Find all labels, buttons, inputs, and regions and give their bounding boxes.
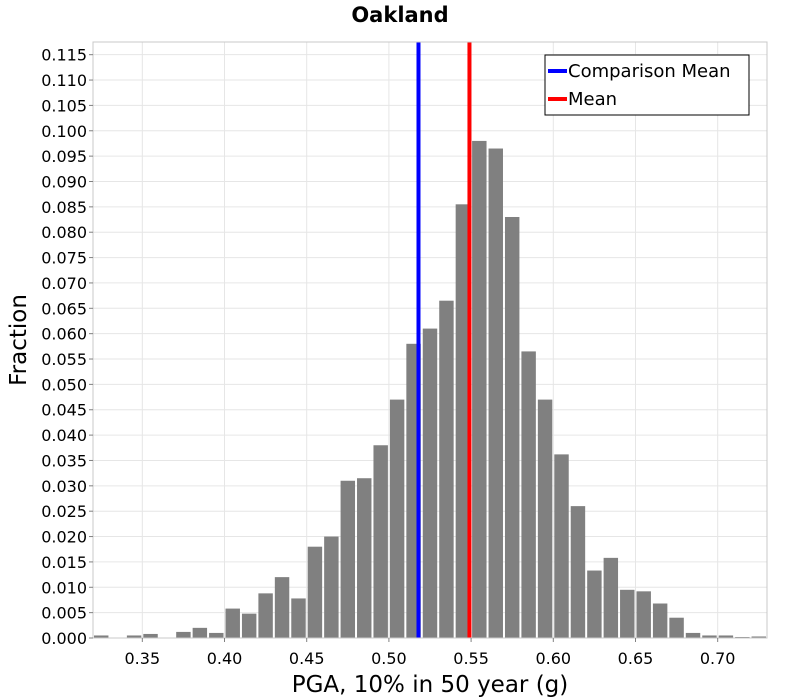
x-tick-label: 0.65 <box>618 649 654 668</box>
y-tick-label: 0.030 <box>41 477 87 496</box>
y-tick-label: 0.075 <box>41 249 87 268</box>
histogram-bar <box>373 445 388 638</box>
histogram-bar <box>192 627 208 638</box>
histogram-bar <box>685 632 701 638</box>
y-tick-label: 0.080 <box>41 223 87 242</box>
y-tick-label: 0.010 <box>41 578 87 597</box>
histogram-bar <box>570 506 586 638</box>
histogram-bar <box>472 140 487 638</box>
y-tick-label: 0.035 <box>41 451 87 470</box>
histogram-bar <box>554 454 569 638</box>
histogram-bar <box>94 635 109 638</box>
y-tick-label: 0.025 <box>41 502 87 521</box>
legend-label-mean: Mean <box>568 89 617 110</box>
y-tick-label: 0.005 <box>41 604 87 623</box>
histogram-bar <box>307 546 323 638</box>
histogram-bar <box>274 577 290 638</box>
y-tick-label: 0.115 <box>41 46 87 65</box>
mean-lines <box>416 42 472 638</box>
histogram-bar <box>291 598 306 638</box>
y-axis-ticks: 0.000 0.005 0.010 0.015 0.020 0.025 0.030 0.035… <box>41 46 93 648</box>
histogram-bar <box>587 570 602 638</box>
y-tick-label: 0.105 <box>41 96 87 115</box>
x-tick-label: 0.40 <box>207 649 243 668</box>
histogram-bar <box>718 635 734 638</box>
y-tick-label: 0.090 <box>41 172 87 191</box>
histogram-bar <box>439 300 454 638</box>
x-tick-label: 0.70 <box>700 649 736 668</box>
y-tick-label: 0.040 <box>41 426 87 445</box>
histogram-bar <box>126 635 142 638</box>
x-tick-label: 0.45 <box>289 649 325 668</box>
x-tick-label: 0.55 <box>453 649 489 668</box>
histogram-bar <box>389 399 405 638</box>
histogram-bar <box>225 608 240 638</box>
legend-box <box>544 54 750 116</box>
histogram-bar <box>521 351 536 638</box>
legend-label-comparison-mean: Comparison Mean <box>568 61 731 82</box>
x-axis-ticks: 0.35 0.40 0.45 0.50 0.55 0.60 0.65 0.70 <box>125 638 736 668</box>
x-tick-label: 0.50 <box>371 649 407 668</box>
histogram-bar <box>751 636 766 638</box>
histogram-bar <box>455 204 471 639</box>
y-tick-label: 0.000 <box>41 629 87 648</box>
histogram-bar <box>702 635 717 638</box>
y-tick-label: 0.085 <box>41 198 87 217</box>
histogram-bar <box>537 399 553 638</box>
y-axis-label: Fraction <box>6 294 32 386</box>
histogram-bar <box>620 589 635 638</box>
y-tick-label: 0.095 <box>41 147 87 166</box>
bars <box>94 140 766 639</box>
y-tick-label: 0.100 <box>41 122 87 141</box>
histogram-bar <box>603 557 619 638</box>
histogram-bar <box>504 216 520 639</box>
histogram-bar <box>324 536 339 638</box>
histogram-bar <box>669 617 684 638</box>
histogram-bar <box>735 636 750 638</box>
histogram-bar <box>652 603 668 638</box>
histogram-bar <box>143 633 158 638</box>
histogram-bar <box>422 328 438 638</box>
x-axis-label: PGA, 10% in 50 year (g) <box>292 672 569 698</box>
histogram-bar <box>340 480 356 638</box>
legend: Comparison Mean Mean <box>544 54 750 116</box>
histogram-bar <box>241 613 257 638</box>
y-tick-label: 0.015 <box>41 553 87 572</box>
y-tick-label: 0.055 <box>41 350 87 369</box>
histogram-bar <box>258 593 273 638</box>
y-tick-label: 0.070 <box>41 274 87 293</box>
plot-area-border <box>92 41 768 639</box>
histogram-bar <box>357 478 372 638</box>
x-tick-label: 0.35 <box>125 649 161 668</box>
histogram-bar <box>209 632 224 638</box>
histogram-bar <box>488 148 503 638</box>
histogram-bar <box>636 591 651 638</box>
histogram-bar <box>176 631 191 638</box>
chart-title: Oakland <box>351 3 448 27</box>
y-tick-label: 0.110 <box>41 71 87 90</box>
y-tick-label: 0.045 <box>41 401 87 420</box>
y-tick-label: 0.065 <box>41 299 87 318</box>
y-tick-label: 0.020 <box>41 528 87 547</box>
y-tick-label: 0.050 <box>41 375 87 394</box>
y-tick-label: 0.060 <box>41 325 87 344</box>
x-tick-label: 0.60 <box>535 649 571 668</box>
